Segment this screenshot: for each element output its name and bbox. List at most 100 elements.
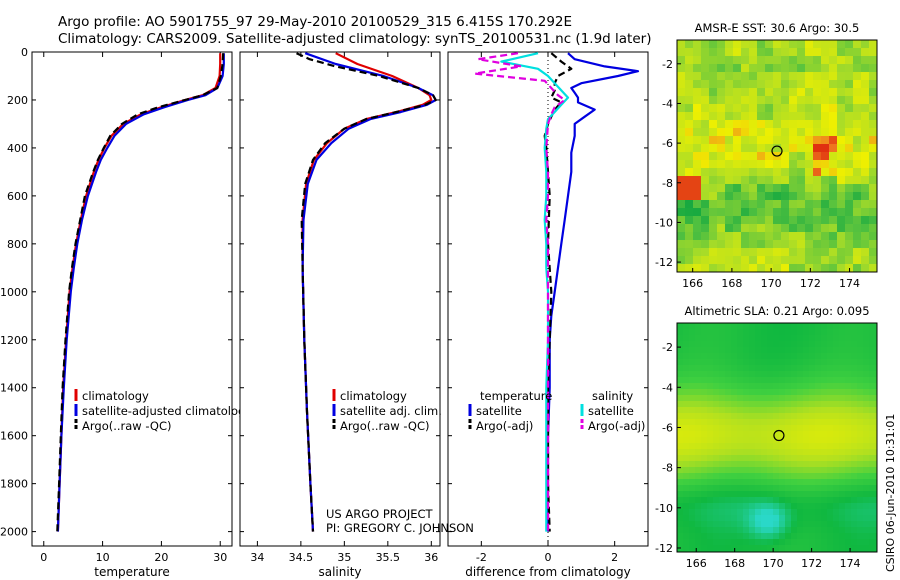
sst_map-cell xyxy=(821,104,829,112)
sst_map-cell xyxy=(845,176,853,184)
sst_map-cell xyxy=(853,184,861,192)
sst_map-cell xyxy=(685,64,693,72)
sla_map-cell xyxy=(863,329,869,335)
sst_map-cell xyxy=(685,168,693,176)
sla_map-cell xyxy=(803,407,809,413)
sla_map-cell xyxy=(785,533,791,539)
sla_map-cell xyxy=(701,425,707,431)
sla_map-cell xyxy=(827,491,833,497)
sst_map-cell xyxy=(717,264,725,272)
sst_map-cell xyxy=(797,144,805,152)
sla_map-cell xyxy=(779,371,785,377)
sla_map-cell xyxy=(863,449,869,455)
sst_map-cell xyxy=(813,192,821,200)
sla_map-cell xyxy=(821,419,827,425)
sst_map-cell xyxy=(677,80,685,88)
sla_map-cell xyxy=(743,407,749,413)
sla_map-cell xyxy=(731,437,737,443)
sla_map-cell xyxy=(749,449,755,455)
sla_map-cell xyxy=(791,461,797,467)
sst_map-cell xyxy=(805,240,813,248)
sla_map-cell xyxy=(797,389,803,395)
sla_map-cell xyxy=(737,389,743,395)
sla_map-cell xyxy=(815,479,821,485)
sla_map-cell xyxy=(719,413,725,419)
sla_map-cell xyxy=(791,473,797,479)
sla_map-cell xyxy=(773,443,779,449)
sla_map-cell xyxy=(791,503,797,509)
sla_map-cell xyxy=(749,323,755,329)
sst_map-cell xyxy=(685,104,693,112)
sla_map-cell xyxy=(719,473,725,479)
sla_map-cell xyxy=(809,341,815,347)
sst_map-cell xyxy=(845,248,853,256)
temperature-xtick-label: 30 xyxy=(213,551,227,564)
sla_map-cell xyxy=(719,359,725,365)
sla_map-cell xyxy=(689,437,695,443)
sla_map-cell xyxy=(833,413,839,419)
sla_map-cell xyxy=(725,341,731,347)
sla_map-cell xyxy=(695,335,701,341)
sla_map-cell xyxy=(713,377,719,383)
salinity-xlabel: salinity xyxy=(318,565,361,579)
sla_map-cell xyxy=(851,503,857,509)
sla_map-cell xyxy=(791,365,797,371)
sst_map-cell xyxy=(861,224,869,232)
sst_map-cell xyxy=(685,112,693,120)
sla_map-cell xyxy=(833,491,839,497)
sla_map-cell xyxy=(863,503,869,509)
difference-xtick-label: -2 xyxy=(476,551,487,564)
sla_map-cell xyxy=(875,371,877,377)
sla_map-cell xyxy=(767,449,773,455)
sla_map-cell xyxy=(743,539,749,545)
sla_map-cell xyxy=(791,323,797,329)
sst_map-cell xyxy=(717,192,725,200)
sla_map-cell xyxy=(779,485,785,491)
sla_map-cell xyxy=(839,383,845,389)
sla_map-cell xyxy=(767,353,773,359)
sla_map-cell xyxy=(851,467,857,473)
sla_map-cell xyxy=(725,437,731,443)
sla_map-cell xyxy=(779,341,785,347)
sst_map-cell xyxy=(709,112,717,120)
sla_map-cell xyxy=(797,341,803,347)
sst_map-cell xyxy=(709,184,717,192)
sla_map-cell xyxy=(869,509,875,515)
sla_map-cell xyxy=(869,407,875,413)
sla_map-cell xyxy=(737,341,743,347)
sla_map-cell xyxy=(719,401,725,407)
sst_map-cell xyxy=(781,240,789,248)
sla_map-cell xyxy=(773,365,779,371)
sla_map-cell xyxy=(731,383,737,389)
sla_map-cell xyxy=(875,413,877,419)
sla_map-cell xyxy=(791,413,797,419)
sla_map-cell xyxy=(785,395,791,401)
temperature-ytick-label: 400 xyxy=(7,142,28,155)
sla_map-cell xyxy=(773,347,779,353)
sla_map-cell xyxy=(815,323,821,329)
sla_map-cell xyxy=(785,455,791,461)
sla_map-cell xyxy=(815,509,821,515)
sla_map-cell xyxy=(875,329,877,335)
sst_map-cell xyxy=(837,96,845,104)
sla_map-cell xyxy=(809,419,815,425)
sst_map-cell xyxy=(717,256,725,264)
sla_map-cell xyxy=(785,509,791,515)
sla_map-cell xyxy=(683,527,689,533)
sla_map-cell xyxy=(827,389,833,395)
sst_map-cell xyxy=(845,112,853,120)
sst_map-cell xyxy=(765,120,773,128)
sla_map-cell xyxy=(683,515,689,521)
sst_map-cell xyxy=(797,96,805,104)
sla_map-cell xyxy=(869,431,875,437)
sst_map-cell xyxy=(829,152,837,160)
sla_map-cell xyxy=(725,485,731,491)
sst_map-cell xyxy=(853,96,861,104)
sst_map-cell xyxy=(677,208,685,216)
sla_map-cell xyxy=(761,401,767,407)
sla_map-cell xyxy=(749,365,755,371)
sst_map-cell xyxy=(805,184,813,192)
sst_map-cell xyxy=(677,72,685,80)
sla_map-cell xyxy=(803,347,809,353)
sla_map-cell xyxy=(707,491,713,497)
